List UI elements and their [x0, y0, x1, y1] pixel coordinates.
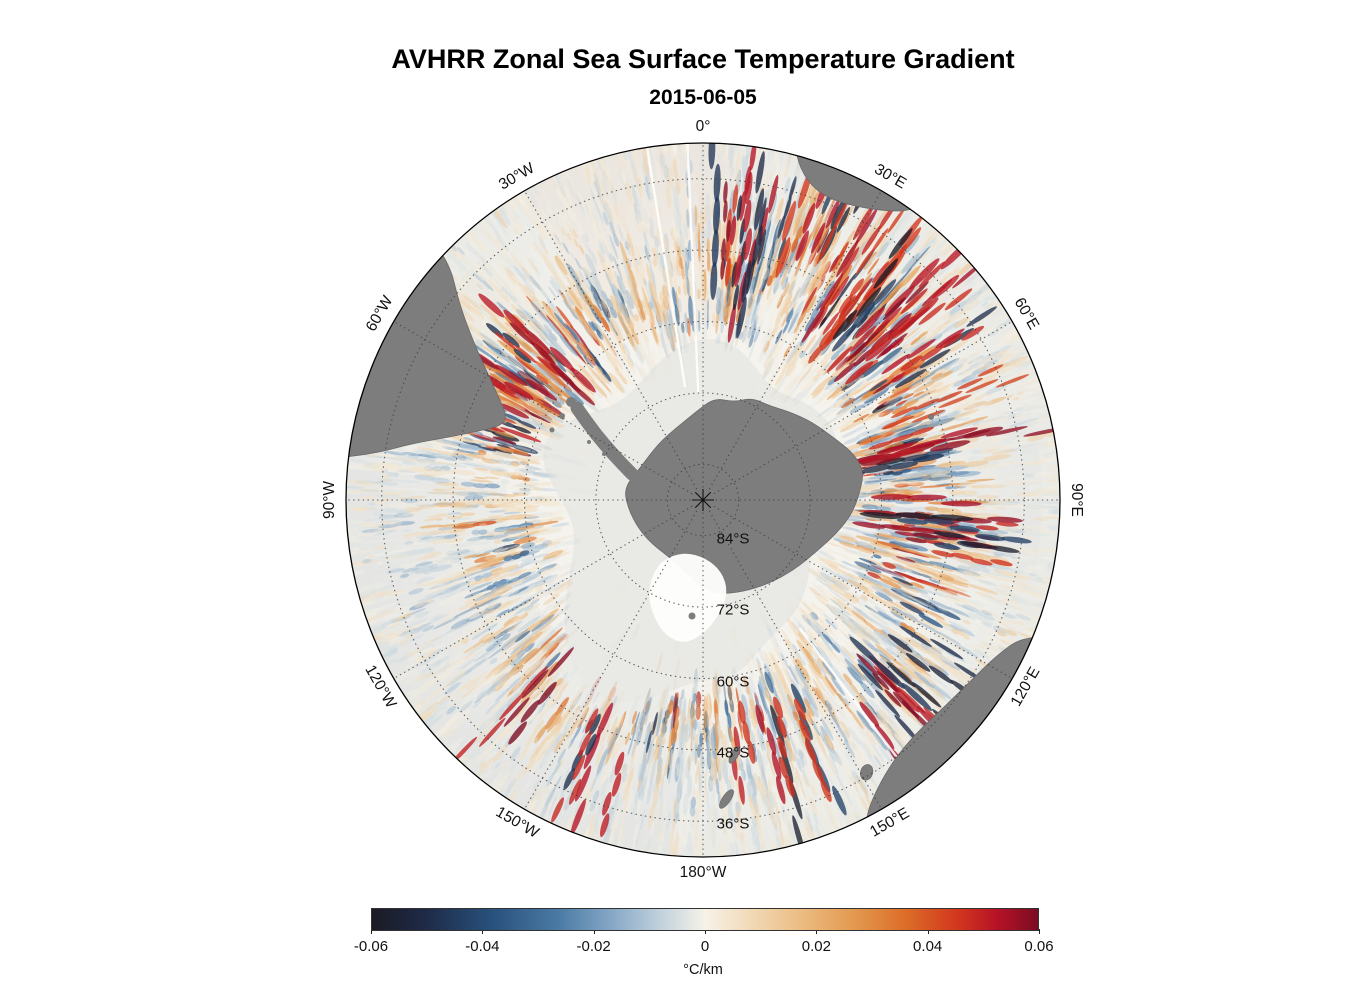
- colorbar: [371, 908, 1039, 931]
- figure-date-subtitle: 2015-06-05: [649, 86, 757, 109]
- figure-title: AVHRR Zonal Sea Surface Temperature Grad…: [391, 44, 1015, 74]
- colorbar-unit-label: °C/km: [683, 962, 723, 978]
